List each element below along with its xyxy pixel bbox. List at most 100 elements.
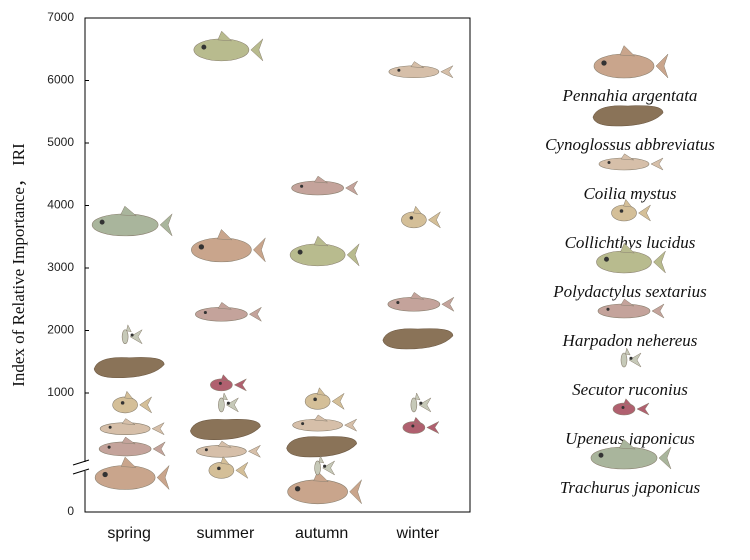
fish-tail [346,243,360,267]
fish-eye [301,422,305,426]
fish-tail [638,204,652,222]
fish-body [98,441,152,457]
fish-fin [619,438,636,450]
legend-icon [612,398,650,416]
fish-body [91,213,159,237]
fish-tail [247,444,262,458]
legend-label: Upeneus japonicus [565,429,695,448]
legend-icon [620,347,642,368]
fish-eye [300,184,304,188]
fish-tail [653,250,666,274]
fish-body [410,397,418,413]
y-tick-label: 2000 [47,323,74,337]
fish-tail [426,420,440,435]
fish [190,419,261,441]
fish-eye [294,486,301,492]
fish-eye [411,424,415,428]
fish-fin [313,235,329,247]
x-tick-label: spring [107,525,151,542]
fish-fin [313,175,329,184]
fish-body [314,460,321,476]
fish-eye [201,44,207,50]
fish-tail [248,306,263,322]
fish-eye [120,401,125,405]
fish-eye [601,60,607,66]
legend-icon [597,298,665,319]
fish-eye [217,466,221,471]
fish-eye [629,356,633,360]
fish-body [195,306,248,322]
fish [99,418,165,436]
fish [196,440,262,458]
legend-icon [593,45,669,79]
fish [402,416,440,435]
fish-tail [225,397,240,413]
fish-fin [120,456,137,468]
fish-tail [650,157,664,171]
fish [387,291,455,312]
fish-tail [250,38,264,62]
fish-tail [235,461,249,480]
fish-body [190,419,261,441]
fish-body [304,393,331,410]
fish-eye [297,249,303,255]
fish-eye [198,244,205,250]
fish-fin [217,229,233,241]
fish-eye [313,397,317,402]
legend-icon [598,153,664,171]
fish-tail [655,53,669,79]
fish-tail [129,329,143,345]
axis-break-gap [82,462,88,471]
fish-tail [349,479,362,504]
fish-body [598,157,650,171]
fish-eye [607,161,611,164]
fish-fin [620,153,635,161]
x-tick-label: autumn [295,525,348,542]
fish-tail [418,397,432,413]
fish-body [593,53,655,79]
fish-eye [107,445,111,449]
y-tick-label: 5000 [47,135,74,149]
fish-fin [619,45,636,57]
fish-tail [331,392,345,411]
fish-fin [623,198,633,208]
fish-fin [410,61,425,69]
fish-tail [658,446,672,470]
fish-eye [409,216,414,220]
fish [401,205,442,229]
fish-body [402,421,426,434]
fish-tail [427,211,442,229]
plot-frame [84,17,471,513]
fish-tail [651,303,665,319]
fish [382,328,454,350]
fish-eye [606,307,610,311]
fish-body [286,436,357,458]
fish-body [196,445,247,458]
legend-icon [611,198,652,222]
fish-body [112,396,138,414]
fish-fin [217,440,233,448]
fish-tail [628,352,642,368]
fish-eye [218,381,222,385]
fish-body [218,397,225,413]
fish-fin [126,324,132,333]
fish-tail [159,213,173,237]
legend-icon [590,438,672,470]
fish-fin [625,347,631,356]
y-tick-label: 6000 [47,73,74,87]
fish-body [292,418,343,432]
fish-tail [139,396,153,414]
fish-body [99,422,151,436]
fish-fin [414,392,421,401]
fish-body [193,38,250,62]
fish [191,229,266,263]
y-axis-label: Index of Relative Importance， IRI [9,143,28,387]
fish-body [93,357,165,379]
fish-fin [413,416,423,424]
fish [91,205,173,237]
fish-fin [620,298,635,307]
fish-eye [619,209,624,213]
fish-tail [440,65,454,79]
fish-fin [120,205,138,217]
fish [291,175,359,196]
